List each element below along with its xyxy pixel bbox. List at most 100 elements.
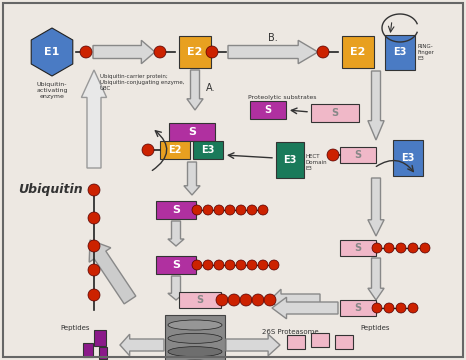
Circle shape <box>192 260 202 270</box>
Circle shape <box>80 46 92 58</box>
FancyArrow shape <box>93 40 155 64</box>
Circle shape <box>264 294 276 306</box>
Circle shape <box>225 260 235 270</box>
Circle shape <box>88 289 100 301</box>
Circle shape <box>154 46 166 58</box>
Text: E1: E1 <box>44 47 60 57</box>
Text: E3: E3 <box>283 155 297 165</box>
Circle shape <box>327 149 339 161</box>
Text: S: S <box>188 127 196 137</box>
Circle shape <box>396 243 406 253</box>
Text: S: S <box>355 243 362 253</box>
FancyArrow shape <box>184 162 200 195</box>
Text: S: S <box>172 260 180 270</box>
Polygon shape <box>31 28 73 76</box>
Bar <box>179 292 221 308</box>
Circle shape <box>88 212 100 224</box>
Circle shape <box>142 144 154 156</box>
Bar <box>385 35 415 69</box>
Text: S: S <box>355 303 362 313</box>
Bar <box>83 343 93 357</box>
Bar <box>287 335 305 349</box>
Circle shape <box>247 205 257 215</box>
Text: E2: E2 <box>168 145 182 155</box>
FancyArrow shape <box>226 334 280 356</box>
Circle shape <box>206 46 218 58</box>
Circle shape <box>214 260 224 270</box>
Text: E3: E3 <box>401 153 415 163</box>
Circle shape <box>258 205 268 215</box>
Bar <box>160 141 190 159</box>
Bar <box>179 36 211 68</box>
Text: B.: B. <box>268 33 278 43</box>
Circle shape <box>372 303 382 313</box>
Bar <box>156 256 196 274</box>
Circle shape <box>252 294 264 306</box>
Text: 26S Proteasome: 26S Proteasome <box>262 329 319 335</box>
Circle shape <box>214 205 224 215</box>
Circle shape <box>269 260 279 270</box>
Text: Peptides: Peptides <box>360 325 390 331</box>
Circle shape <box>247 260 257 270</box>
FancyArrow shape <box>270 289 320 311</box>
Circle shape <box>88 264 100 276</box>
Ellipse shape <box>168 333 222 343</box>
Bar <box>340 240 376 256</box>
Bar <box>94 330 106 346</box>
Bar <box>250 101 286 119</box>
Bar <box>393 140 423 176</box>
Circle shape <box>384 303 394 313</box>
Bar <box>165 315 225 360</box>
Text: E2: E2 <box>187 47 203 57</box>
Text: E2: E2 <box>350 47 366 57</box>
Bar <box>340 147 376 163</box>
Bar <box>340 300 376 316</box>
Text: Ubiquitin: Ubiquitin <box>18 184 82 197</box>
Text: Ubiquitin-
activating
enzyme: Ubiquitin- activating enzyme <box>36 82 68 99</box>
Circle shape <box>236 260 246 270</box>
Bar <box>99 347 107 359</box>
Text: Ubiquitin-carrier protein;
Ubiquitin-conjugating enzyme,
UBC: Ubiquitin-carrier protein; Ubiquitin-con… <box>100 74 185 91</box>
Text: S: S <box>355 150 362 160</box>
Text: E3: E3 <box>201 145 215 155</box>
Circle shape <box>192 205 202 215</box>
Text: RING-
Finger
E3: RING- Finger E3 <box>418 44 435 60</box>
Bar <box>169 123 215 141</box>
FancyArrow shape <box>168 221 184 246</box>
FancyArrow shape <box>89 240 136 304</box>
FancyArrow shape <box>368 258 384 300</box>
Ellipse shape <box>168 347 222 357</box>
Circle shape <box>88 240 100 252</box>
Text: S: S <box>331 108 339 118</box>
Text: Peptides: Peptides <box>60 325 90 331</box>
Circle shape <box>384 243 394 253</box>
FancyArrow shape <box>272 297 338 319</box>
Circle shape <box>225 205 235 215</box>
Bar <box>311 104 359 122</box>
Circle shape <box>317 46 329 58</box>
Bar <box>335 335 353 349</box>
FancyArrow shape <box>168 276 184 300</box>
Circle shape <box>396 303 406 313</box>
Circle shape <box>216 294 228 306</box>
Ellipse shape <box>168 320 222 330</box>
Circle shape <box>408 243 418 253</box>
FancyArrow shape <box>228 40 318 64</box>
FancyArrow shape <box>82 70 107 168</box>
Bar <box>193 141 223 159</box>
Text: A.: A. <box>206 83 215 93</box>
Text: S: S <box>197 295 204 305</box>
Text: HECT
Domain
E3: HECT Domain E3 <box>306 154 328 171</box>
Circle shape <box>88 184 100 196</box>
Circle shape <box>240 294 252 306</box>
FancyArrow shape <box>368 71 384 140</box>
Circle shape <box>203 260 213 270</box>
Text: S: S <box>264 105 272 115</box>
Text: Proteolytic substrates: Proteolytic substrates <box>248 95 316 100</box>
Bar <box>342 36 374 68</box>
Bar <box>311 333 329 347</box>
Circle shape <box>372 243 382 253</box>
Circle shape <box>203 205 213 215</box>
Bar <box>156 201 196 219</box>
FancyArrow shape <box>368 178 384 236</box>
